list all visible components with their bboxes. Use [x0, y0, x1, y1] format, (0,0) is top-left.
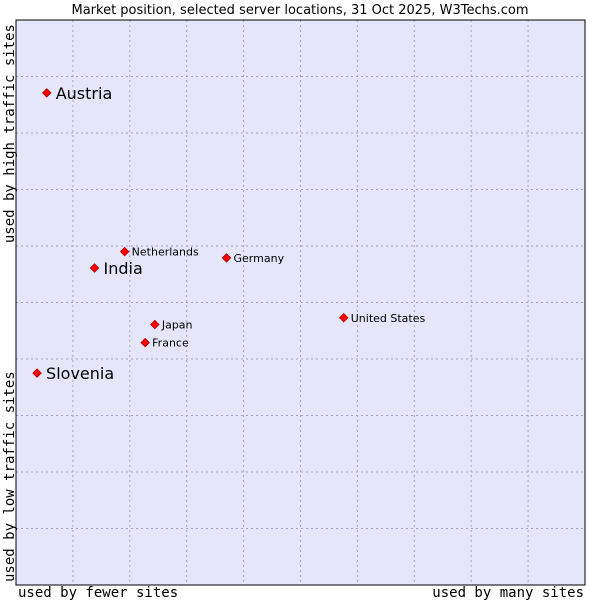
label-india: India: [104, 259, 143, 278]
label-austria: Austria: [56, 84, 113, 103]
data-points: Austria India Slovenia Netherlands Germany Un…: [32, 84, 426, 383]
label-germany: Germany: [234, 252, 285, 265]
point-slovenia: Slovenia: [32, 364, 114, 383]
label-japan: Japan: [161, 319, 193, 332]
point-japan: Japan: [150, 319, 193, 332]
marker-germany: [221, 253, 232, 263]
point-germany: Germany: [221, 252, 285, 265]
x-axis-label-low: used by fewer sites: [18, 585, 178, 600]
label-netherlands: Netherlands: [132, 246, 199, 259]
point-netherlands: Netherlands: [119, 246, 199, 259]
marker-austria: [41, 88, 52, 98]
marker-india: [89, 263, 100, 273]
point-united-states: United States: [338, 312, 426, 325]
marker-united-states: [338, 312, 349, 323]
label-slovenia: Slovenia: [46, 364, 114, 383]
point-france: France: [140, 337, 189, 350]
grid: [16, 20, 585, 585]
y-axis-label-low: used by low traffic sites: [2, 371, 18, 582]
plot-frame: [15, 19, 586, 586]
chart-title: Market position, selected server locatio…: [71, 3, 528, 18]
marker-slovenia: [32, 368, 42, 378]
marker-france: [140, 337, 150, 348]
x-axis-label-high: used by many sites: [432, 585, 584, 600]
marker-netherlands: [119, 246, 130, 257]
point-austria: Austria: [41, 84, 113, 103]
marker-japan: [150, 319, 160, 330]
point-india: India: [89, 259, 143, 278]
y-axis-label-high: used by high traffic sites: [2, 24, 18, 243]
label-france: France: [152, 337, 189, 350]
label-united-states: United States: [351, 312, 426, 325]
